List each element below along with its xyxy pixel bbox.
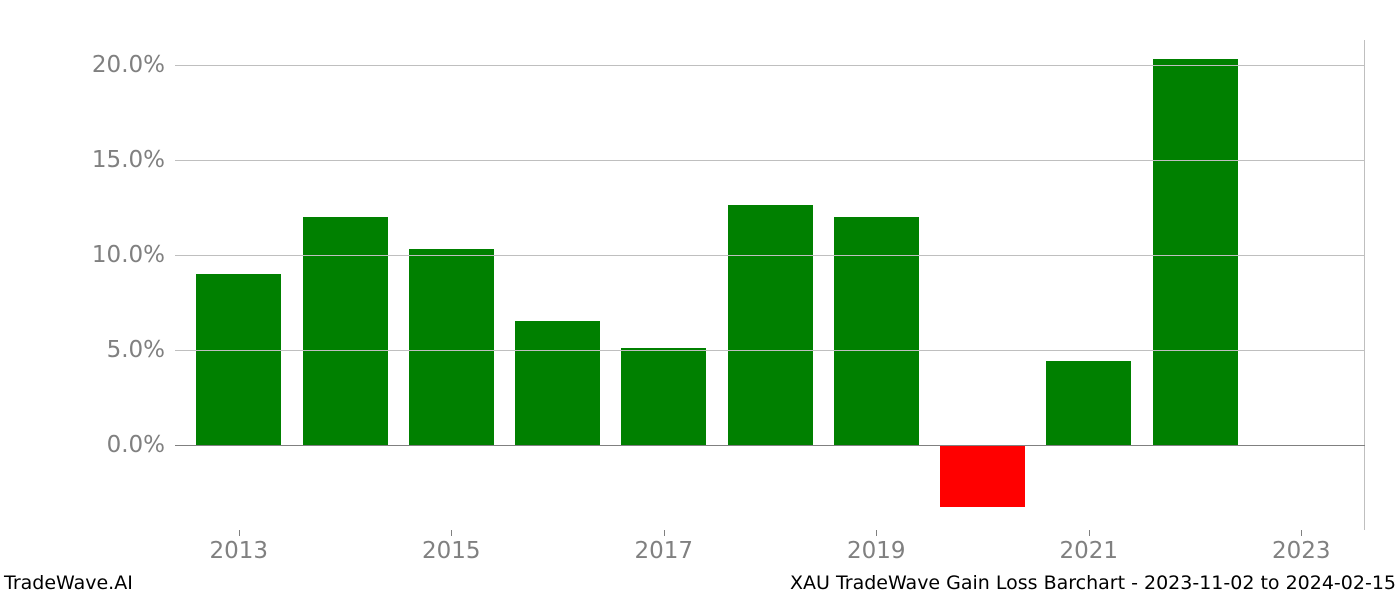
x-tick-label: 2015	[422, 530, 481, 564]
bar	[196, 274, 281, 445]
plot-area: 0.0%5.0%10.0%15.0%20.0%20132015201720192…	[175, 40, 1365, 530]
x-tick-label: 2023	[1272, 530, 1331, 564]
x-tick-label: 2013	[209, 530, 268, 564]
footer-right-text: XAU TradeWave Gain Loss Barchart - 2023-…	[790, 572, 1396, 594]
chart-container: 0.0% 5.0% 10.0% 15.0% 20.0% 2013 2015 2017 2019 2…	[0, 0, 1400, 600]
bar	[515, 321, 600, 444]
x-tick-label: 2019	[847, 530, 906, 564]
bar	[409, 249, 494, 445]
plot-right-spine	[1364, 40, 1365, 530]
y-tick-label: 10.0%	[92, 242, 175, 268]
x-tick-label: 2017	[634, 530, 693, 564]
x-tick-label: 2021	[1059, 530, 1118, 564]
y-tick-label: 0.0%	[107, 432, 175, 458]
y-tick-label: 20.0%	[92, 52, 175, 78]
y-gridline	[175, 350, 1365, 351]
y-gridline	[175, 65, 1365, 66]
bar	[728, 205, 813, 444]
bar	[1046, 361, 1131, 445]
bar	[303, 217, 388, 445]
footer-left-text: TradeWave.AI	[4, 572, 133, 594]
bar	[834, 217, 919, 445]
y-tick-label: 5.0%	[107, 337, 175, 363]
bar	[940, 445, 1025, 508]
bars-layer	[175, 40, 1365, 530]
bar	[1153, 59, 1238, 445]
y-gridline	[175, 255, 1365, 256]
bar	[621, 348, 706, 445]
y-gridline	[175, 445, 1365, 447]
y-gridline	[175, 160, 1365, 161]
y-tick-label: 15.0%	[92, 147, 175, 173]
